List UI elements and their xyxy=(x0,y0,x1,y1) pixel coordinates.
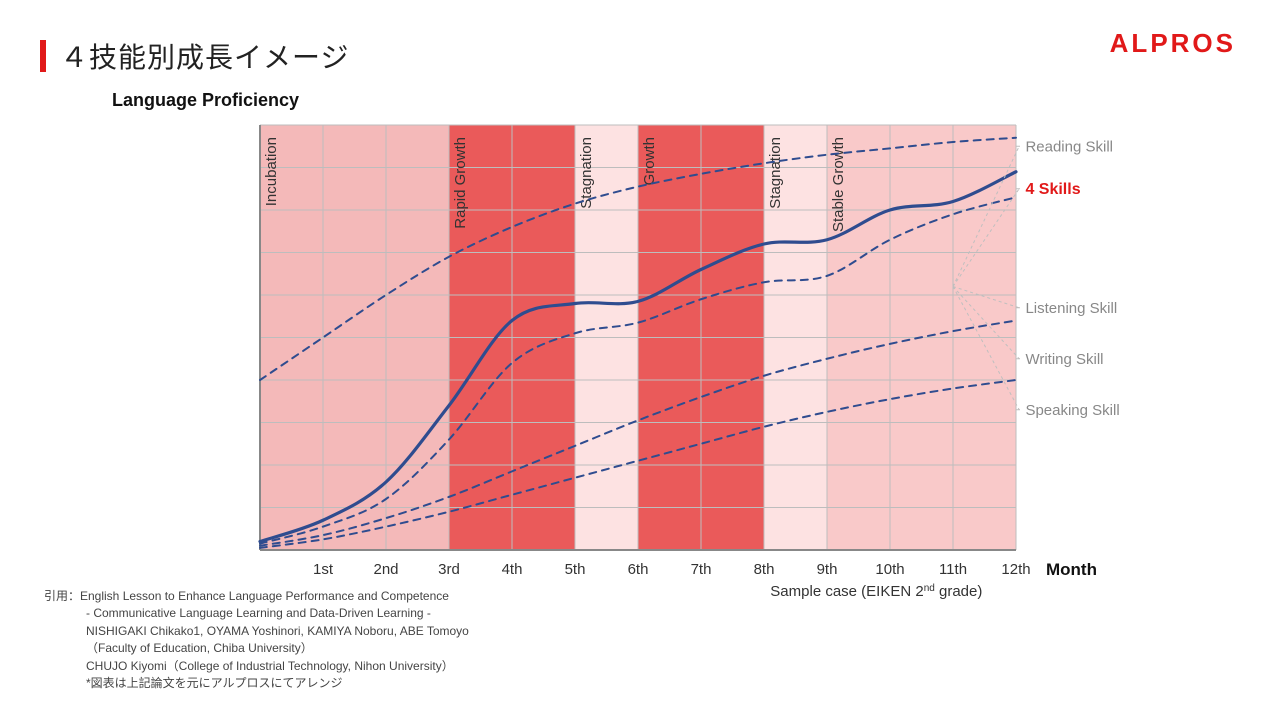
x-tick-label: 6th xyxy=(628,561,649,578)
phase-label: Incubation xyxy=(263,137,280,206)
legend-label: 4 Skills xyxy=(1025,181,1080,198)
x-tick-label: 8th xyxy=(754,561,775,578)
legend-label: Listening Skill xyxy=(1025,300,1117,317)
citation-line: （Faculty of Education, Chiba University） xyxy=(44,640,469,657)
citation-line: NISHIGAKI Chikako1, OYAMA Yoshinori, KAM… xyxy=(44,623,469,640)
x-tick-label: 5th xyxy=(565,561,586,578)
x-tick-label: 2nd xyxy=(373,561,398,578)
y-axis-label: Language Proficiency xyxy=(112,90,299,111)
title-accent xyxy=(40,40,46,72)
legend-label: Writing Skill xyxy=(1025,351,1103,368)
page-title: ４技能別成長イメージ xyxy=(40,36,349,76)
citation-block: 引用：English Lesson to Enhance Language Pe… xyxy=(44,588,469,692)
x-tick-label: 3rd xyxy=(438,561,460,578)
growth-chart: Incubation Rapid Growth Stagnation Growth St… xyxy=(240,115,1186,610)
legend-label: Speaking Skill xyxy=(1025,402,1119,419)
x-tick-label: 4th xyxy=(502,561,523,578)
x-tick-label: 9th xyxy=(817,561,838,578)
x-tick-label: 7th xyxy=(691,561,712,578)
phase-label: Growth xyxy=(641,137,658,185)
phase-label: Rapid Growth xyxy=(452,137,469,229)
legend-label: Reading Skill xyxy=(1025,138,1113,155)
citation-line: 引用：English Lesson to Enhance Language Pe… xyxy=(44,588,469,605)
sample-case-label: Sample case (EIKEN 2nd grade) xyxy=(770,583,982,601)
citation-line: CHUJO Kiyomi（College of Industrial Techn… xyxy=(44,658,469,675)
citation-line: - Communicative Language Learning and Da… xyxy=(44,605,469,622)
phase-label: Stable Growth xyxy=(830,137,847,232)
phase-label: Stagnation xyxy=(767,137,784,209)
brand-logo: ALPROS xyxy=(1110,28,1236,59)
x-tick-label: 10th xyxy=(875,561,904,578)
citation-line: *図表は上記論文を元にアルプロスにてアレンジ xyxy=(44,675,469,692)
title-text: ４技能別成長イメージ xyxy=(60,36,349,76)
x-tick-label: 1st xyxy=(313,561,334,578)
x-tick-label: 11th xyxy=(939,561,967,578)
x-tick-label: 12th xyxy=(1001,561,1030,578)
x-axis-label: Month xyxy=(1046,560,1097,580)
